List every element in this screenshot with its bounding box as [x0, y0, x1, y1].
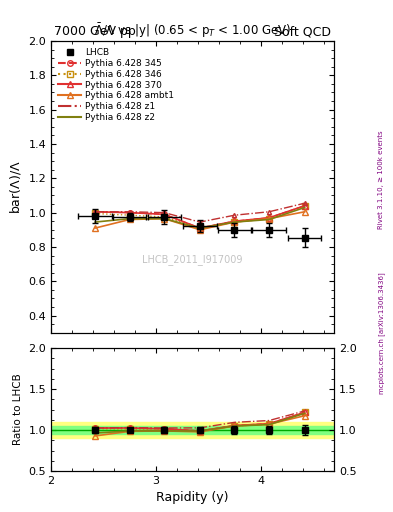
Text: Soft QCD: Soft QCD [274, 25, 331, 38]
Title: $\bar{\Lambda}/\Lambda$ vs |y| (0.65 < p$_T$ < 1.00 GeV): $\bar{\Lambda}/\Lambda$ vs |y| (0.65 < p… [94, 22, 291, 40]
X-axis label: Rapidity (y): Rapidity (y) [156, 492, 229, 504]
Y-axis label: bar($\Lambda$)/$\Lambda$: bar($\Lambda$)/$\Lambda$ [8, 160, 23, 214]
Y-axis label: Ratio to LHCB: Ratio to LHCB [13, 374, 23, 445]
Bar [51, 422, 334, 438]
Text: mcplots.cern.ch [arXiv:1306.3436]: mcplots.cern.ch [arXiv:1306.3436] [378, 272, 385, 394]
Legend: LHCB, Pythia 6.428 345, Pythia 6.428 346, Pythia 6.428 370, Pythia 6.428 ambt1, : LHCB, Pythia 6.428 345, Pythia 6.428 346… [55, 46, 177, 125]
Bar [51, 426, 334, 434]
Text: LHCB_2011_I917009: LHCB_2011_I917009 [142, 254, 243, 265]
Text: Rivet 3.1.10, ≥ 100k events: Rivet 3.1.10, ≥ 100k events [378, 130, 384, 228]
Text: 7000 GeV pp: 7000 GeV pp [54, 25, 136, 38]
